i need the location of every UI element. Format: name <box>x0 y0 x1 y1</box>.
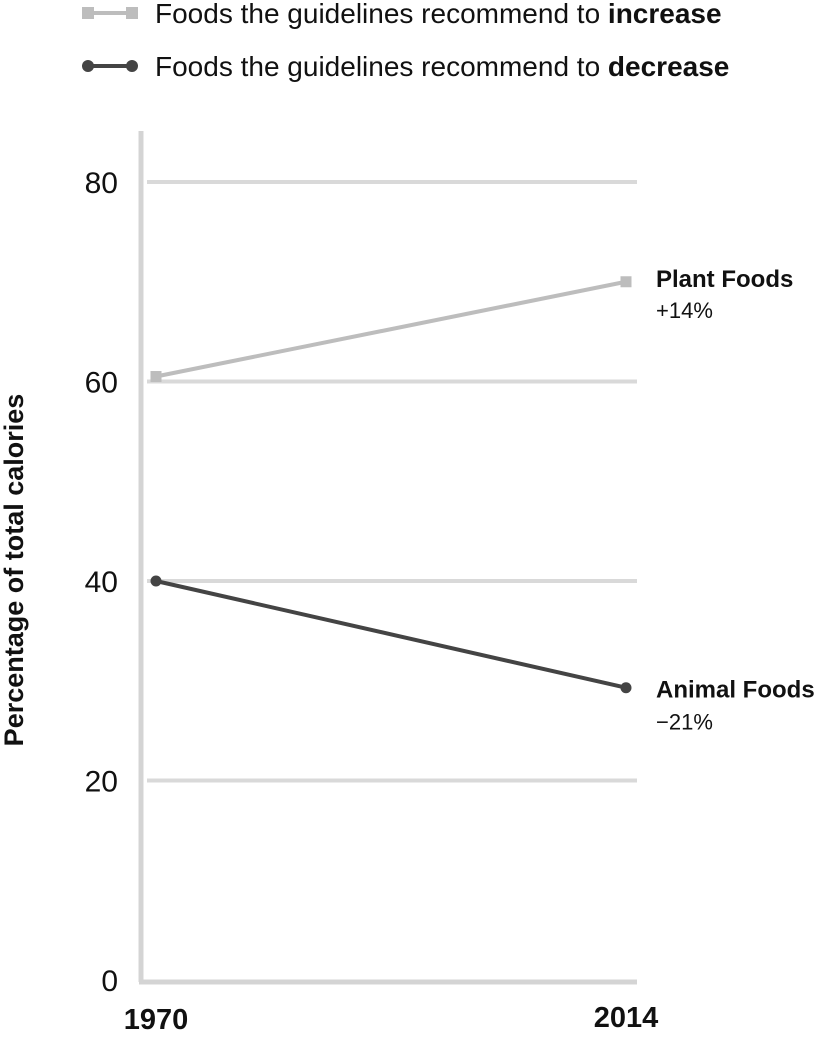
point-increase-2014 <box>620 276 632 288</box>
legend-label-decrease: Foods the guidelines recommend to decrea… <box>155 51 729 82</box>
legend-label-prefix-decrease: Foods the guidelines recommend to <box>155 51 608 82</box>
legend-label-emphasis-increase: increase <box>608 0 722 29</box>
point-decrease-1970 <box>150 575 162 587</box>
series-decrease <box>150 575 632 694</box>
legend-marker-right-increase <box>126 7 138 19</box>
legend-item-increase: Foods the guidelines recommend to increa… <box>82 0 722 29</box>
change-label-increase: +14% <box>656 298 713 323</box>
point-increase-1970 <box>150 371 162 383</box>
end-label-increase: Plant Foods <box>656 266 793 293</box>
legend-marker-left-increase <box>82 7 94 19</box>
x-tick-label-1970: 1970 <box>124 1004 189 1033</box>
legend-marker-right-decrease <box>126 60 138 72</box>
legend: Foods the guidelines recommend to increa… <box>82 0 729 82</box>
legend-label-emphasis-decrease: decrease <box>608 51 729 82</box>
legend-label-increase: Foods the guidelines recommend to increa… <box>155 0 722 29</box>
point-decrease-2014 <box>620 682 632 694</box>
y-tick-label-40: 40 <box>85 566 118 599</box>
legend-label-prefix-increase: Foods the guidelines recommend to <box>155 0 608 29</box>
series-line-decrease <box>155 579 627 690</box>
x-tick-label-2014: 2014 <box>594 1002 659 1033</box>
y-axis-title: Percentage of total calories <box>0 394 29 747</box>
y-tick-label-0: 0 <box>101 965 118 998</box>
gridlines: 0 20 40 60 80 <box>85 167 637 998</box>
legend-marker-left-decrease <box>82 60 94 72</box>
end-label-decrease: Animal Foods <box>656 677 815 704</box>
y-tick-label-60: 60 <box>85 367 118 400</box>
y-tick-label-20: 20 <box>85 766 118 799</box>
axes: 1970 2014 Percentage of total calories <box>0 131 659 1036</box>
series <box>150 276 632 694</box>
series-increase <box>150 276 632 383</box>
end-labels: Plant Foods +14% Animal Foods −21% <box>656 266 815 735</box>
legend-item-decrease: Foods the guidelines recommend to decrea… <box>82 51 729 82</box>
series-line-increase <box>155 279 627 379</box>
change-label-decrease: −21% <box>656 710 713 735</box>
y-tick-label-80: 80 <box>85 167 118 200</box>
